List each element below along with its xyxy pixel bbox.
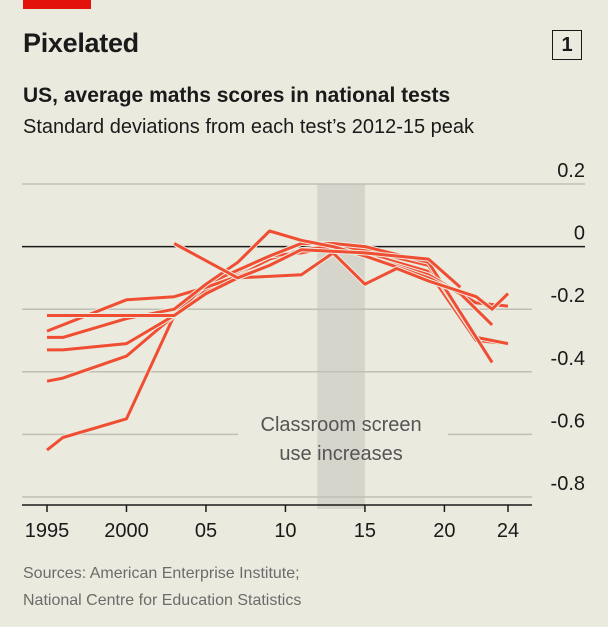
chart-subtitle: US, average maths scores in national tes… bbox=[23, 84, 451, 107]
x-tick-label: 15 bbox=[354, 520, 376, 542]
annotation-line-2: use increases bbox=[279, 443, 402, 465]
x-tick-label: 2000 bbox=[104, 520, 149, 542]
shaded-region bbox=[317, 184, 365, 509]
chart-number-badge: 1 bbox=[552, 30, 582, 60]
y-tick-label: -0.8 bbox=[551, 473, 585, 495]
y-tick-label: -0.2 bbox=[551, 285, 585, 307]
x-tick-label: 20 bbox=[433, 520, 455, 542]
series-line-test-6 bbox=[47, 251, 510, 317]
series-line-test-3 bbox=[47, 242, 494, 364]
x-tick-label: 10 bbox=[274, 520, 296, 542]
source-line-1: Sources: American Enterprise Institute; bbox=[23, 565, 300, 582]
series-line-test-1 bbox=[46, 245, 509, 452]
series-line-test-7 bbox=[173, 242, 462, 289]
y-tick-label: 0 bbox=[574, 223, 585, 245]
x-tick-label: 05 bbox=[195, 520, 217, 542]
series-line-test-5 bbox=[47, 229, 494, 339]
annotation-line-1: Classroom screen bbox=[261, 414, 422, 436]
source-line-2: National Centre for Education Statistics bbox=[23, 592, 302, 609]
y-tick-label: 0.2 bbox=[557, 160, 585, 182]
chart-title: Pixelated bbox=[23, 28, 139, 58]
y-tick-label: -0.6 bbox=[551, 410, 585, 432]
brand-red-bar bbox=[23, 0, 91, 9]
x-tick-label: 1995 bbox=[25, 520, 70, 542]
chart-units: Standard deviations from each test’s 201… bbox=[23, 116, 475, 138]
y-tick-label: -0.4 bbox=[551, 348, 585, 370]
x-tick-label: 24 bbox=[497, 520, 519, 542]
